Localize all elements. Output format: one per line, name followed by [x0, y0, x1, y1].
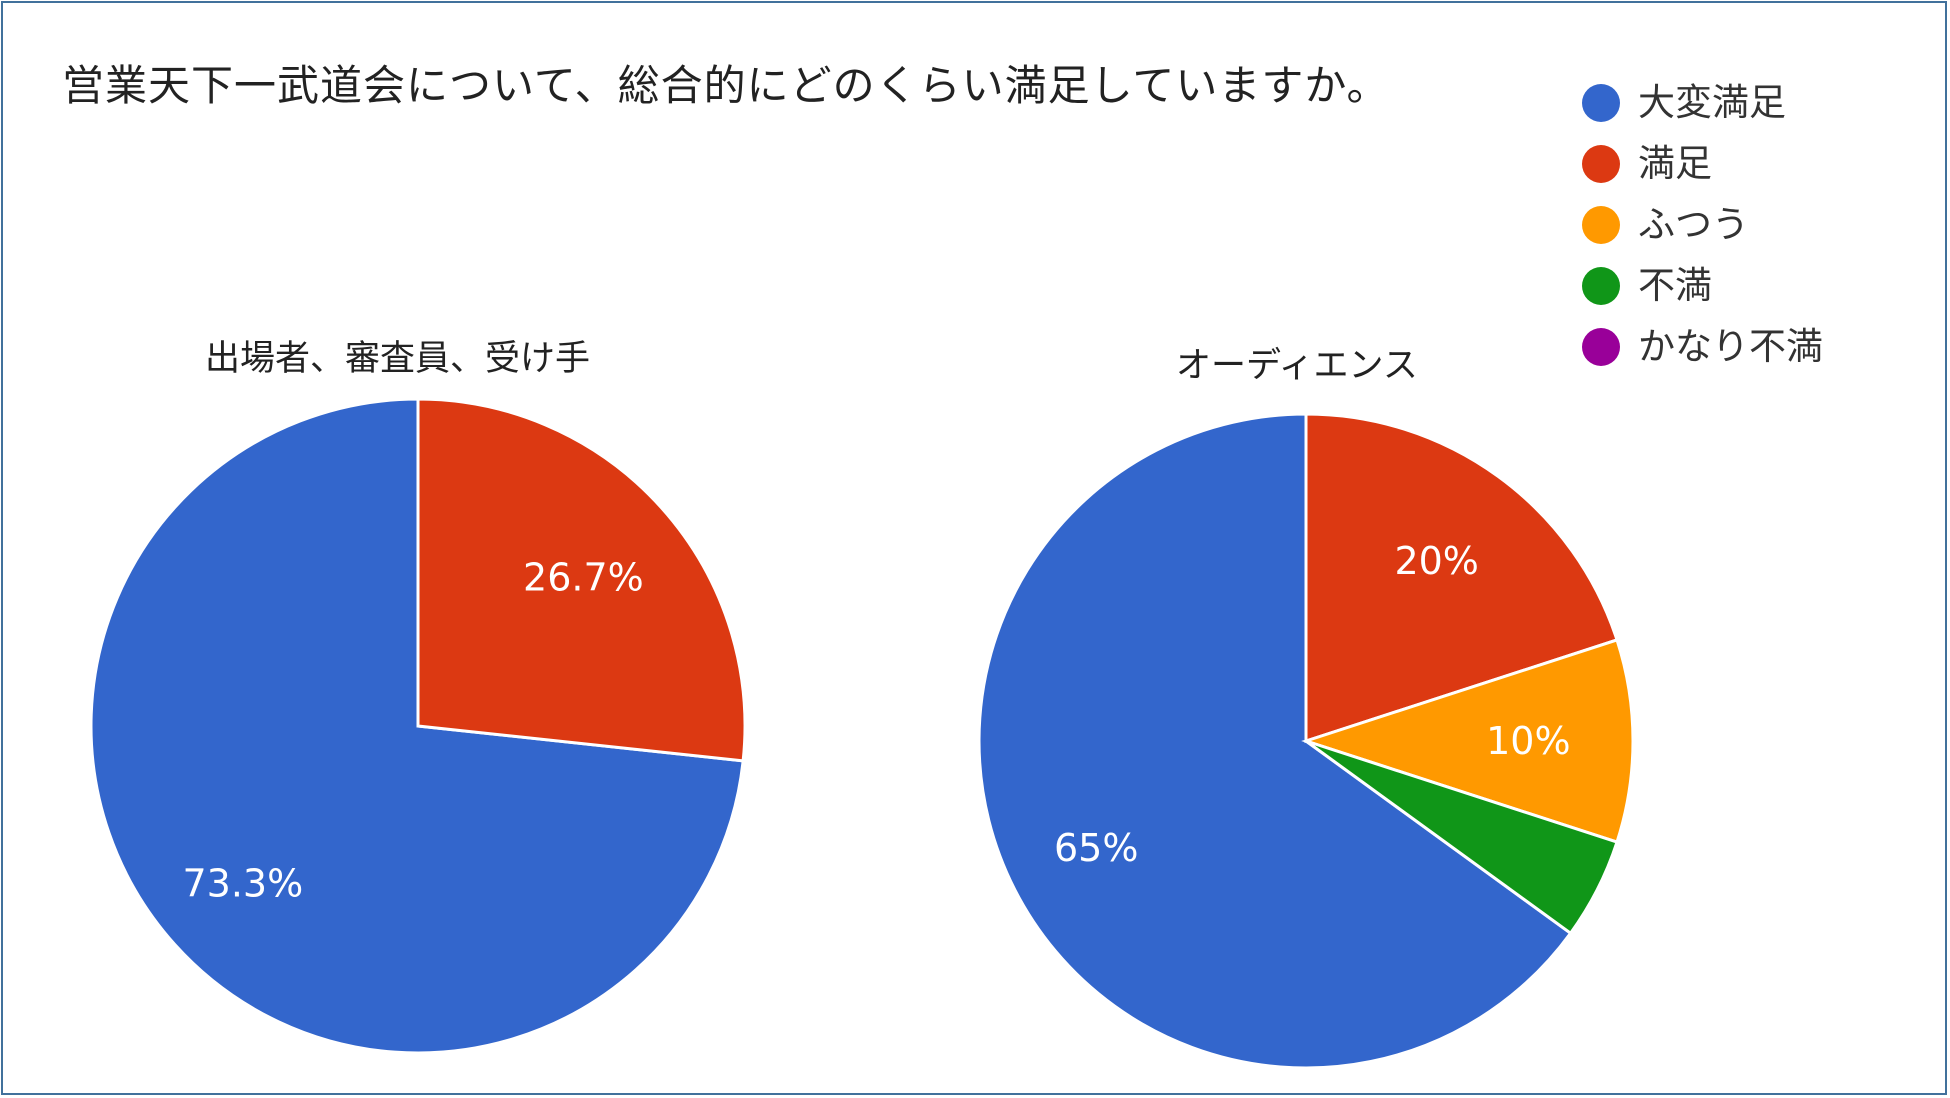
pie-1-slice-dissatisfied[interactable] [1305, 739, 1619, 936]
legend-label: 満足 [1638, 142, 1712, 185]
legend-swatch [1582, 84, 1620, 122]
chart-main-title: 営業天下一武道会について、総合的にどのくらい満足していますか。 [62, 61, 1390, 110]
pie-1-slice-neutral[interactable] [1301, 638, 1635, 844]
legend-label: 大変満足 [1638, 81, 1786, 124]
pie-1-label-very-satisfied: 65% [1054, 826, 1138, 870]
legend-label: ふつう [1638, 203, 1749, 246]
pie-title-audience: オーディエンス [1176, 346, 1418, 386]
legend-swatch [1582, 328, 1620, 366]
pie-1-slice-very-satisfied[interactable] [977, 412, 1573, 1070]
pie-0-label-very-satisfied: 73.3% [183, 861, 304, 905]
pie-1-slice-satisfied[interactable] [1304, 412, 1619, 744]
pie-title-participants: 出場者、審査員、受け手 [205, 339, 591, 379]
legend-swatch [1582, 145, 1620, 183]
legend-swatch [1582, 206, 1620, 244]
legend-label: かなり不満 [1638, 325, 1823, 368]
pie-0-slice-satisfied[interactable] [416, 397, 747, 763]
pie-0-label-satisfied: 26.7% [523, 555, 644, 599]
pie-1-label-satisfied: 20% [1394, 539, 1478, 583]
legend-label: 不満 [1638, 264, 1712, 307]
pie-1-label-neutral: 10% [1486, 719, 1570, 763]
legend-swatch [1582, 267, 1620, 305]
